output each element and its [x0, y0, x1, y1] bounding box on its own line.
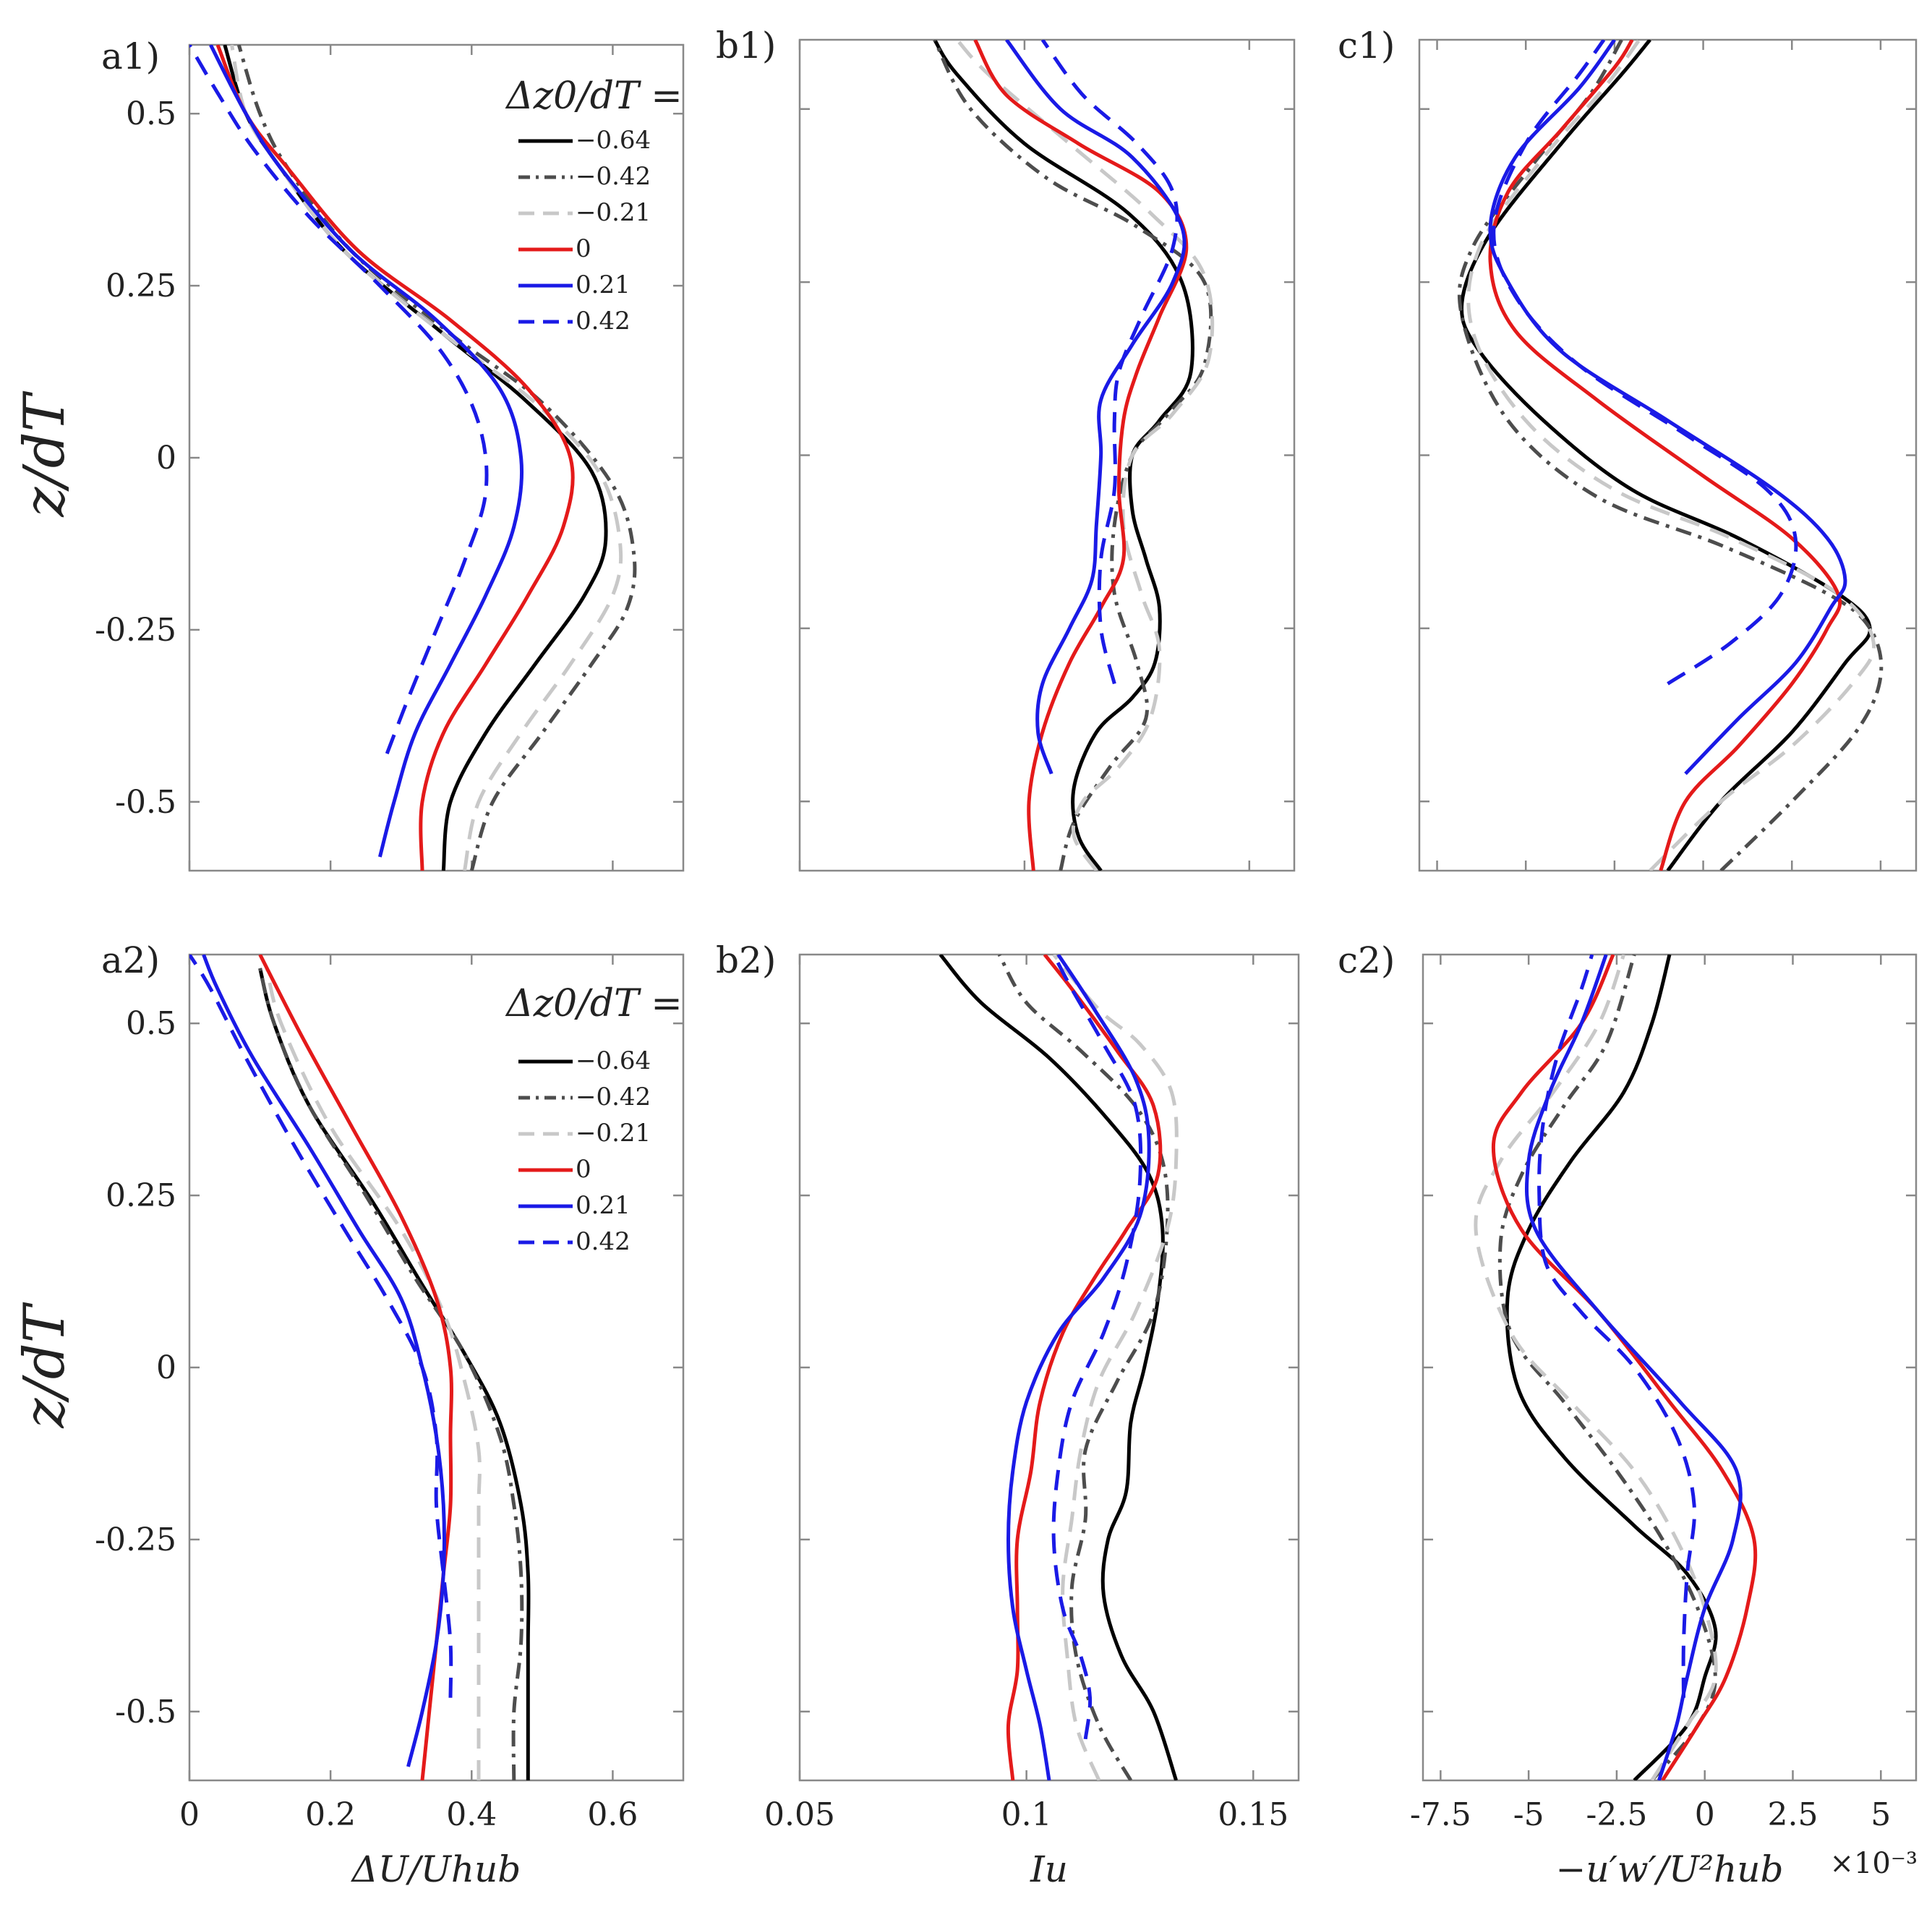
legend-label: 0.42 [576, 1227, 631, 1256]
series-line [209, 45, 524, 858]
series-line [1488, 40, 1842, 871]
x-axis-label: ΔU/Uhub [351, 1848, 521, 1890]
series-line [1524, 955, 1743, 1780]
series-line [1457, 40, 1884, 871]
panel-label: c2) [1338, 939, 1395, 981]
chart-panel-a1: -0.5 -0.25 0 0.25 0.5 a1) Δz0/dT = −0.64 −0.42 −0… [95, 35, 685, 872]
legend-label: −0.64 [576, 1046, 651, 1075]
x-axis-label: −u′w′/U²hub [1555, 1848, 1783, 1890]
legend-label: −0.21 [576, 198, 651, 227]
y-tick-label: 0.25 [106, 1177, 176, 1214]
panel-label: a1) [101, 35, 160, 77]
y-tick-label: -0.5 [115, 784, 176, 821]
legend-label: −0.42 [576, 162, 651, 191]
series-line [1488, 40, 1847, 775]
legend-title: Δz0/dT = [505, 982, 683, 1025]
legend-label: 0.21 [576, 1191, 631, 1220]
x-tick-label: 0.6 [587, 1796, 638, 1833]
series-line [1491, 955, 1758, 1780]
panel-label: b1) [716, 25, 776, 67]
series-line [1006, 955, 1151, 1780]
series-line [1492, 40, 1798, 686]
x-tick-label: 0 [179, 1796, 200, 1833]
series-line [202, 955, 446, 1767]
series-line [1459, 40, 1872, 871]
y-tick-label: -0.5 [115, 1694, 176, 1730]
y-tick-label: 0.25 [106, 268, 176, 304]
series-line [1466, 40, 1876, 871]
panel-label: b2) [716, 939, 776, 981]
series-line [1474, 955, 1718, 1780]
series-line [1497, 955, 1717, 1780]
chart-panel-b2: 0.05 0.1 0.15 b2) Iu [716, 939, 1300, 1890]
chart-panel-c2: -7.5 -5 -2.5 0 2.5 5 c2) −u′w′/U²hub [1338, 939, 1918, 1890]
y-tick-label: -0.25 [95, 612, 176, 649]
axes-box [1422, 953, 1918, 1782]
series-line [973, 40, 1189, 871]
legend-label: 0 [576, 1155, 591, 1184]
y-tick-label: 0.5 [126, 95, 176, 132]
y-tick-label: 0 [156, 440, 176, 477]
y-tick-label: 0.5 [126, 1005, 176, 1042]
legend-label: −0.21 [576, 1119, 651, 1148]
x-tick-label: -5 [1513, 1796, 1544, 1833]
legend-label: 0 [576, 234, 591, 263]
series-line [933, 40, 1213, 871]
series-line [1537, 955, 1696, 1698]
series-line [1052, 955, 1179, 1780]
legend-label: −0.64 [576, 126, 651, 155]
series-line [215, 45, 575, 871]
x-tick-label: 2.5 [1768, 1796, 1818, 1833]
y-tick-label: -0.25 [95, 1522, 176, 1558]
x-tick-label: -7.5 [1410, 1796, 1471, 1833]
series-line [1040, 40, 1179, 685]
series-line [258, 968, 524, 1780]
legend-label: 0.21 [576, 270, 631, 299]
panel-label: c1) [1338, 25, 1395, 67]
axes-box [798, 38, 1296, 872]
x-axis-label: Iu [1030, 1848, 1068, 1890]
y-axis-label-top: z/dT [12, 390, 77, 517]
x-tick-label: 0.4 [446, 1796, 497, 1833]
series-line [955, 40, 1215, 871]
y-tick-label: 0 [156, 1349, 176, 1386]
series-line [189, 955, 453, 1698]
x-tick-label: 5 [1871, 1796, 1891, 1833]
x-tick-label: -2.5 [1586, 1796, 1648, 1833]
series-line [189, 45, 489, 755]
series-line [236, 45, 637, 871]
x-tick-label: 0.15 [1218, 1796, 1288, 1833]
chart-panel-b1: b1) [716, 25, 1296, 872]
axes-box [1418, 38, 1918, 872]
series-line [258, 968, 531, 1780]
legend-label: 0.42 [576, 307, 631, 336]
legend-title: Δz0/dT = [505, 74, 683, 118]
chart-panel-a2: -0.5 -0.25 0 0.25 0.5 0 0.2 0.4 0.6 a2) ΔU/Uhub Δz0… [95, 939, 685, 1890]
x-tick-label: 0.1 [1001, 1796, 1052, 1833]
series-line [1006, 955, 1163, 1780]
x-multiplier-label: ×10⁻³ [1829, 1847, 1918, 1880]
chart-panel-c1: c1) [1338, 25, 1918, 872]
panel-label: a2) [101, 939, 160, 981]
legend-label: −0.42 [576, 1083, 651, 1111]
series-line [997, 955, 1170, 1780]
series-line [939, 955, 1178, 1780]
series-line [1051, 955, 1143, 1740]
series-line [265, 968, 482, 1780]
series-line [1005, 40, 1187, 774]
series-line [933, 40, 1194, 871]
x-tick-label: 0 [1695, 1796, 1715, 1833]
x-tick-label: 0.2 [305, 1796, 356, 1833]
y-axis-label-bottom: z/dT [12, 1302, 77, 1428]
series-line [1505, 955, 1718, 1780]
x-tick-label: 0.05 [764, 1796, 835, 1833]
